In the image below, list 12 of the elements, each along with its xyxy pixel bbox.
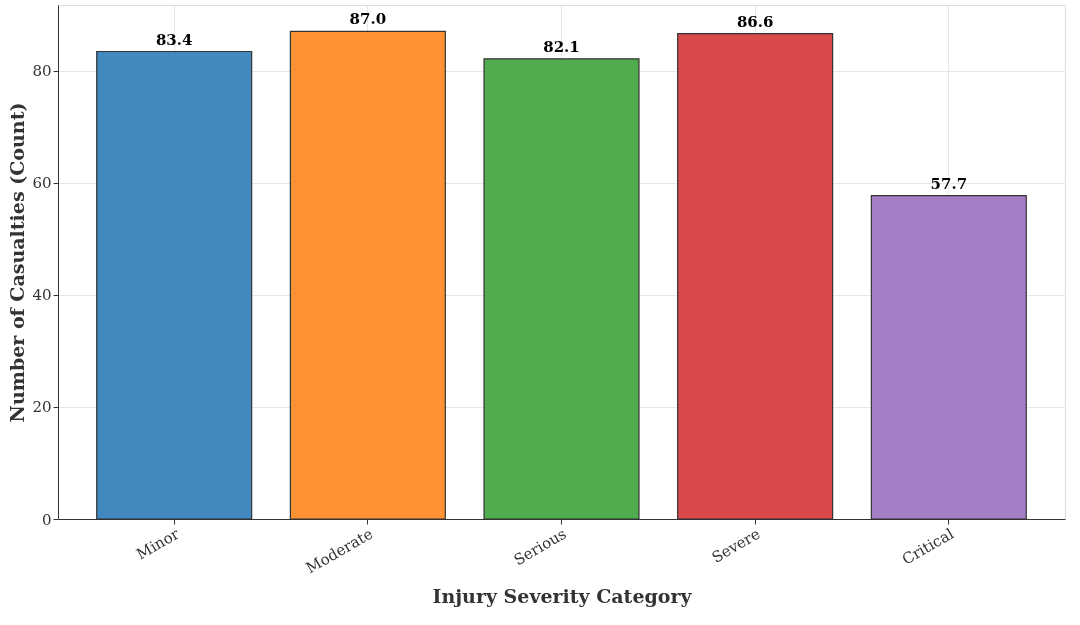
- y-tick-label: 0: [41, 510, 52, 529]
- data-label: 87.0: [349, 10, 387, 29]
- data-label: 57.7: [930, 174, 968, 193]
- y-tick-label: 60: [32, 174, 52, 193]
- x-axis-title: Injury Severity Category: [432, 585, 693, 608]
- y-tick-label: 20: [32, 398, 52, 417]
- data-label: 86.6: [736, 12, 774, 31]
- y-tick-label: 40: [32, 286, 52, 305]
- data-label: 82.1: [543, 37, 580, 56]
- y-tick-label: 80: [32, 62, 52, 81]
- y-axis-title: Number of Casualties (Count): [6, 102, 29, 423]
- data-label: 83.4: [155, 30, 193, 49]
